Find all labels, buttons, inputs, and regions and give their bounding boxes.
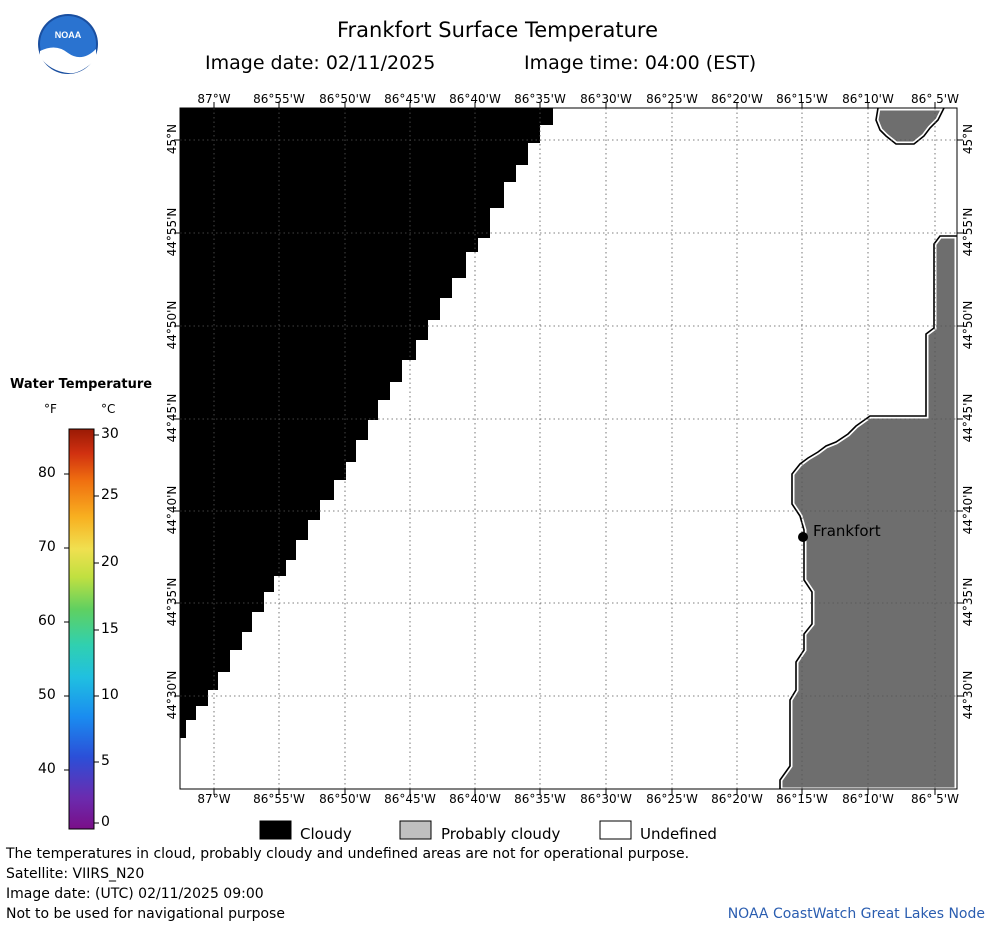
longitude-label: 86°25'W (646, 792, 698, 806)
temperature-colorbar (68, 428, 95, 830)
frame-ticks (174, 102, 963, 795)
cloudy-label: Cloudy (300, 825, 352, 843)
cloudy-swatch (259, 820, 292, 840)
footer-utc-date: Image date: (UTC) 02/11/2025 09:00 (6, 886, 264, 902)
longitude-label: 86°55'W (253, 92, 305, 106)
latitude-label: 45°N (165, 123, 179, 155)
map-frame (179, 107, 958, 790)
longitude-label: 86°50'W (319, 792, 371, 806)
longitude-label: 86°35'W (514, 92, 566, 106)
celsius-tick-label: 25 (101, 487, 119, 503)
footer-disclaimer: The temperatures in cloud, probably clou… (6, 846, 690, 862)
latitude-label: 45°N (961, 123, 975, 155)
latitude-label: 44°50'N (165, 300, 179, 350)
latitude-label: 44°40'N (165, 485, 179, 535)
image-time: Image time: 04:00 (EST) (524, 52, 757, 74)
undefined-label: Undefined (640, 825, 717, 843)
image-date: Image date: 02/11/2025 (205, 52, 436, 74)
undefined-swatch (599, 820, 632, 840)
longitude-label: 86°35'W (514, 792, 566, 806)
probably-cloudy-swatch (399, 820, 432, 840)
fahrenheit-tick-label: 70 (38, 539, 56, 555)
latitude-label: 44°30'N (165, 670, 179, 720)
unit-celsius: °C (101, 402, 116, 416)
longitude-label: 87°W (197, 92, 231, 106)
longitude-label: 86°15'W (776, 792, 828, 806)
longitude-label: 86°30'W (580, 792, 632, 806)
longitude-label: 86° 5'W (911, 92, 959, 106)
land-coast (779, 235, 957, 789)
celsius-tick-label: 5 (101, 753, 110, 769)
footer-satellite: Satellite: VIIRS_N20 (6, 866, 145, 882)
celsius-tick-label: 0 (101, 814, 110, 830)
longitude-label: 86°55'W (253, 792, 305, 806)
latitude-label: 44°50'N (961, 300, 975, 350)
longitude-label: 86°10'W (842, 92, 894, 106)
celsius-tick-label: 15 (101, 621, 119, 637)
city-label: Frankfort (813, 522, 881, 540)
longitude-label: 86°40'W (449, 792, 501, 806)
longitude-label: 86°45'W (384, 792, 436, 806)
footer-navigation-note: Not to be used for navigational purpose (6, 906, 285, 922)
longitude-label: 86°20'W (711, 792, 763, 806)
island-coast (875, 108, 945, 145)
noaa-logo-icon: NOAA (38, 14, 98, 74)
longitude-label: 86°30'W (580, 92, 632, 106)
page-title: Frankfort Surface Temperature (336, 18, 658, 42)
longitude-label: 86°15'W (776, 92, 828, 106)
fahrenheit-tick-label: 60 (38, 613, 56, 629)
frankfort-marker[interactable] (798, 532, 808, 542)
credit-link[interactable]: NOAA CoastWatch Great Lakes Node (727, 906, 985, 922)
celsius-tick-label: 30 (101, 426, 119, 442)
logo-text: NOAA (55, 30, 82, 40)
fahrenheit-tick-label: 50 (38, 687, 56, 703)
fahrenheit-tick-label: 40 (38, 761, 56, 777)
celsius-tick-label: 10 (101, 687, 119, 703)
cloud-region (180, 108, 553, 738)
latitude-label: 44°35'N (165, 577, 179, 627)
latitude-label: 44°45'N (165, 393, 179, 443)
longitude-label: 86°10'W (842, 792, 894, 806)
longitude-label: 86°45'W (384, 92, 436, 106)
latitude-label: 44°45'N (961, 393, 975, 443)
longitude-label: 86°20'W (711, 92, 763, 106)
unit-fahrenheit: °F (44, 402, 57, 416)
celsius-tick-label: 20 (101, 554, 119, 570)
longitude-label: 86°25'W (646, 92, 698, 106)
longitude-label: 86°40'W (449, 92, 501, 106)
latitude-label: 44°55'N (165, 207, 179, 257)
longitude-label: 87°W (197, 792, 231, 806)
latitude-label: 44°30'N (961, 670, 975, 720)
latitude-label: 44°35'N (961, 577, 975, 627)
graticule (180, 108, 957, 789)
longitude-label: 86° 5'W (911, 792, 959, 806)
fahrenheit-tick-label: 80 (38, 465, 56, 481)
probably-cloudy-label: Probably cloudy (441, 825, 561, 843)
latitude-label: 44°40'N (961, 485, 975, 535)
latitude-label: 44°55'N (961, 207, 975, 257)
colorbar-ticks (64, 434, 99, 824)
legend-title: Water Temperature (10, 377, 153, 392)
longitude-label: 86°50'W (319, 92, 371, 106)
